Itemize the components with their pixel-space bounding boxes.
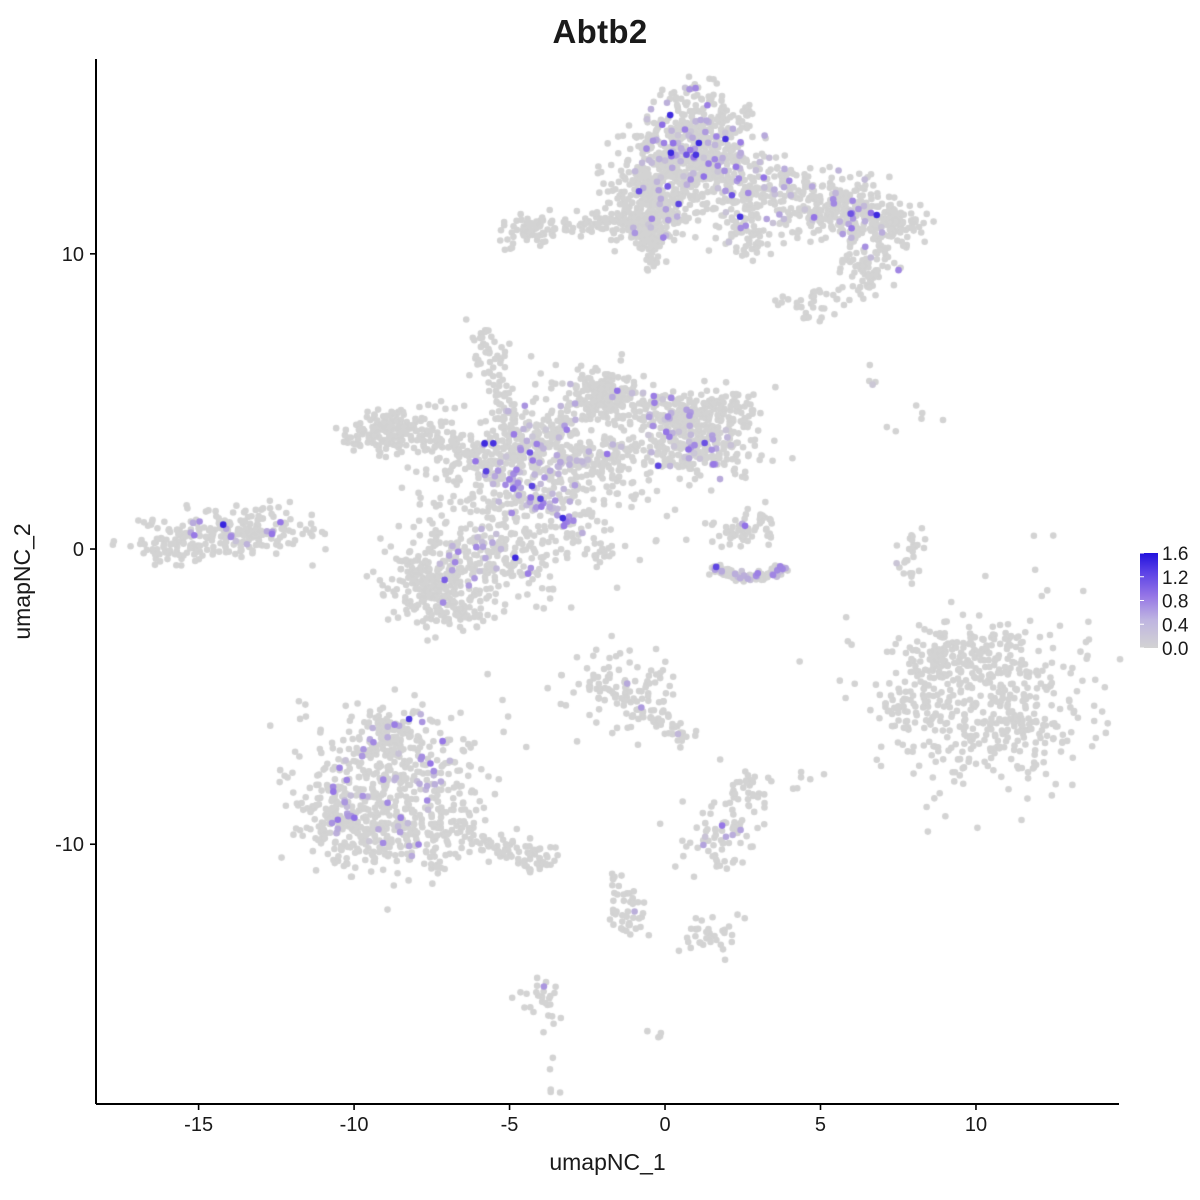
- svg-text:1.6: 1.6: [1162, 544, 1188, 565]
- svg-text:0.0: 0.0: [1162, 639, 1188, 660]
- svg-text:0.8: 0.8: [1162, 592, 1188, 613]
- svg-text:umapNC_2: umapNC_2: [9, 523, 35, 639]
- svg-text:umapNC_1: umapNC_1: [549, 1149, 665, 1175]
- svg-text:-10: -10: [55, 834, 84, 856]
- svg-text:5: 5: [815, 1114, 826, 1136]
- svg-text:10: 10: [62, 244, 84, 266]
- svg-text:-5: -5: [501, 1114, 519, 1136]
- svg-text:10: 10: [965, 1114, 987, 1136]
- svg-text:1.2: 1.2: [1162, 568, 1188, 589]
- svg-text:-10: -10: [340, 1114, 369, 1136]
- svg-text:0.4: 0.4: [1162, 615, 1189, 636]
- svg-text:0: 0: [659, 1114, 670, 1136]
- svg-text:0: 0: [73, 539, 84, 561]
- svg-text:-15: -15: [184, 1114, 213, 1136]
